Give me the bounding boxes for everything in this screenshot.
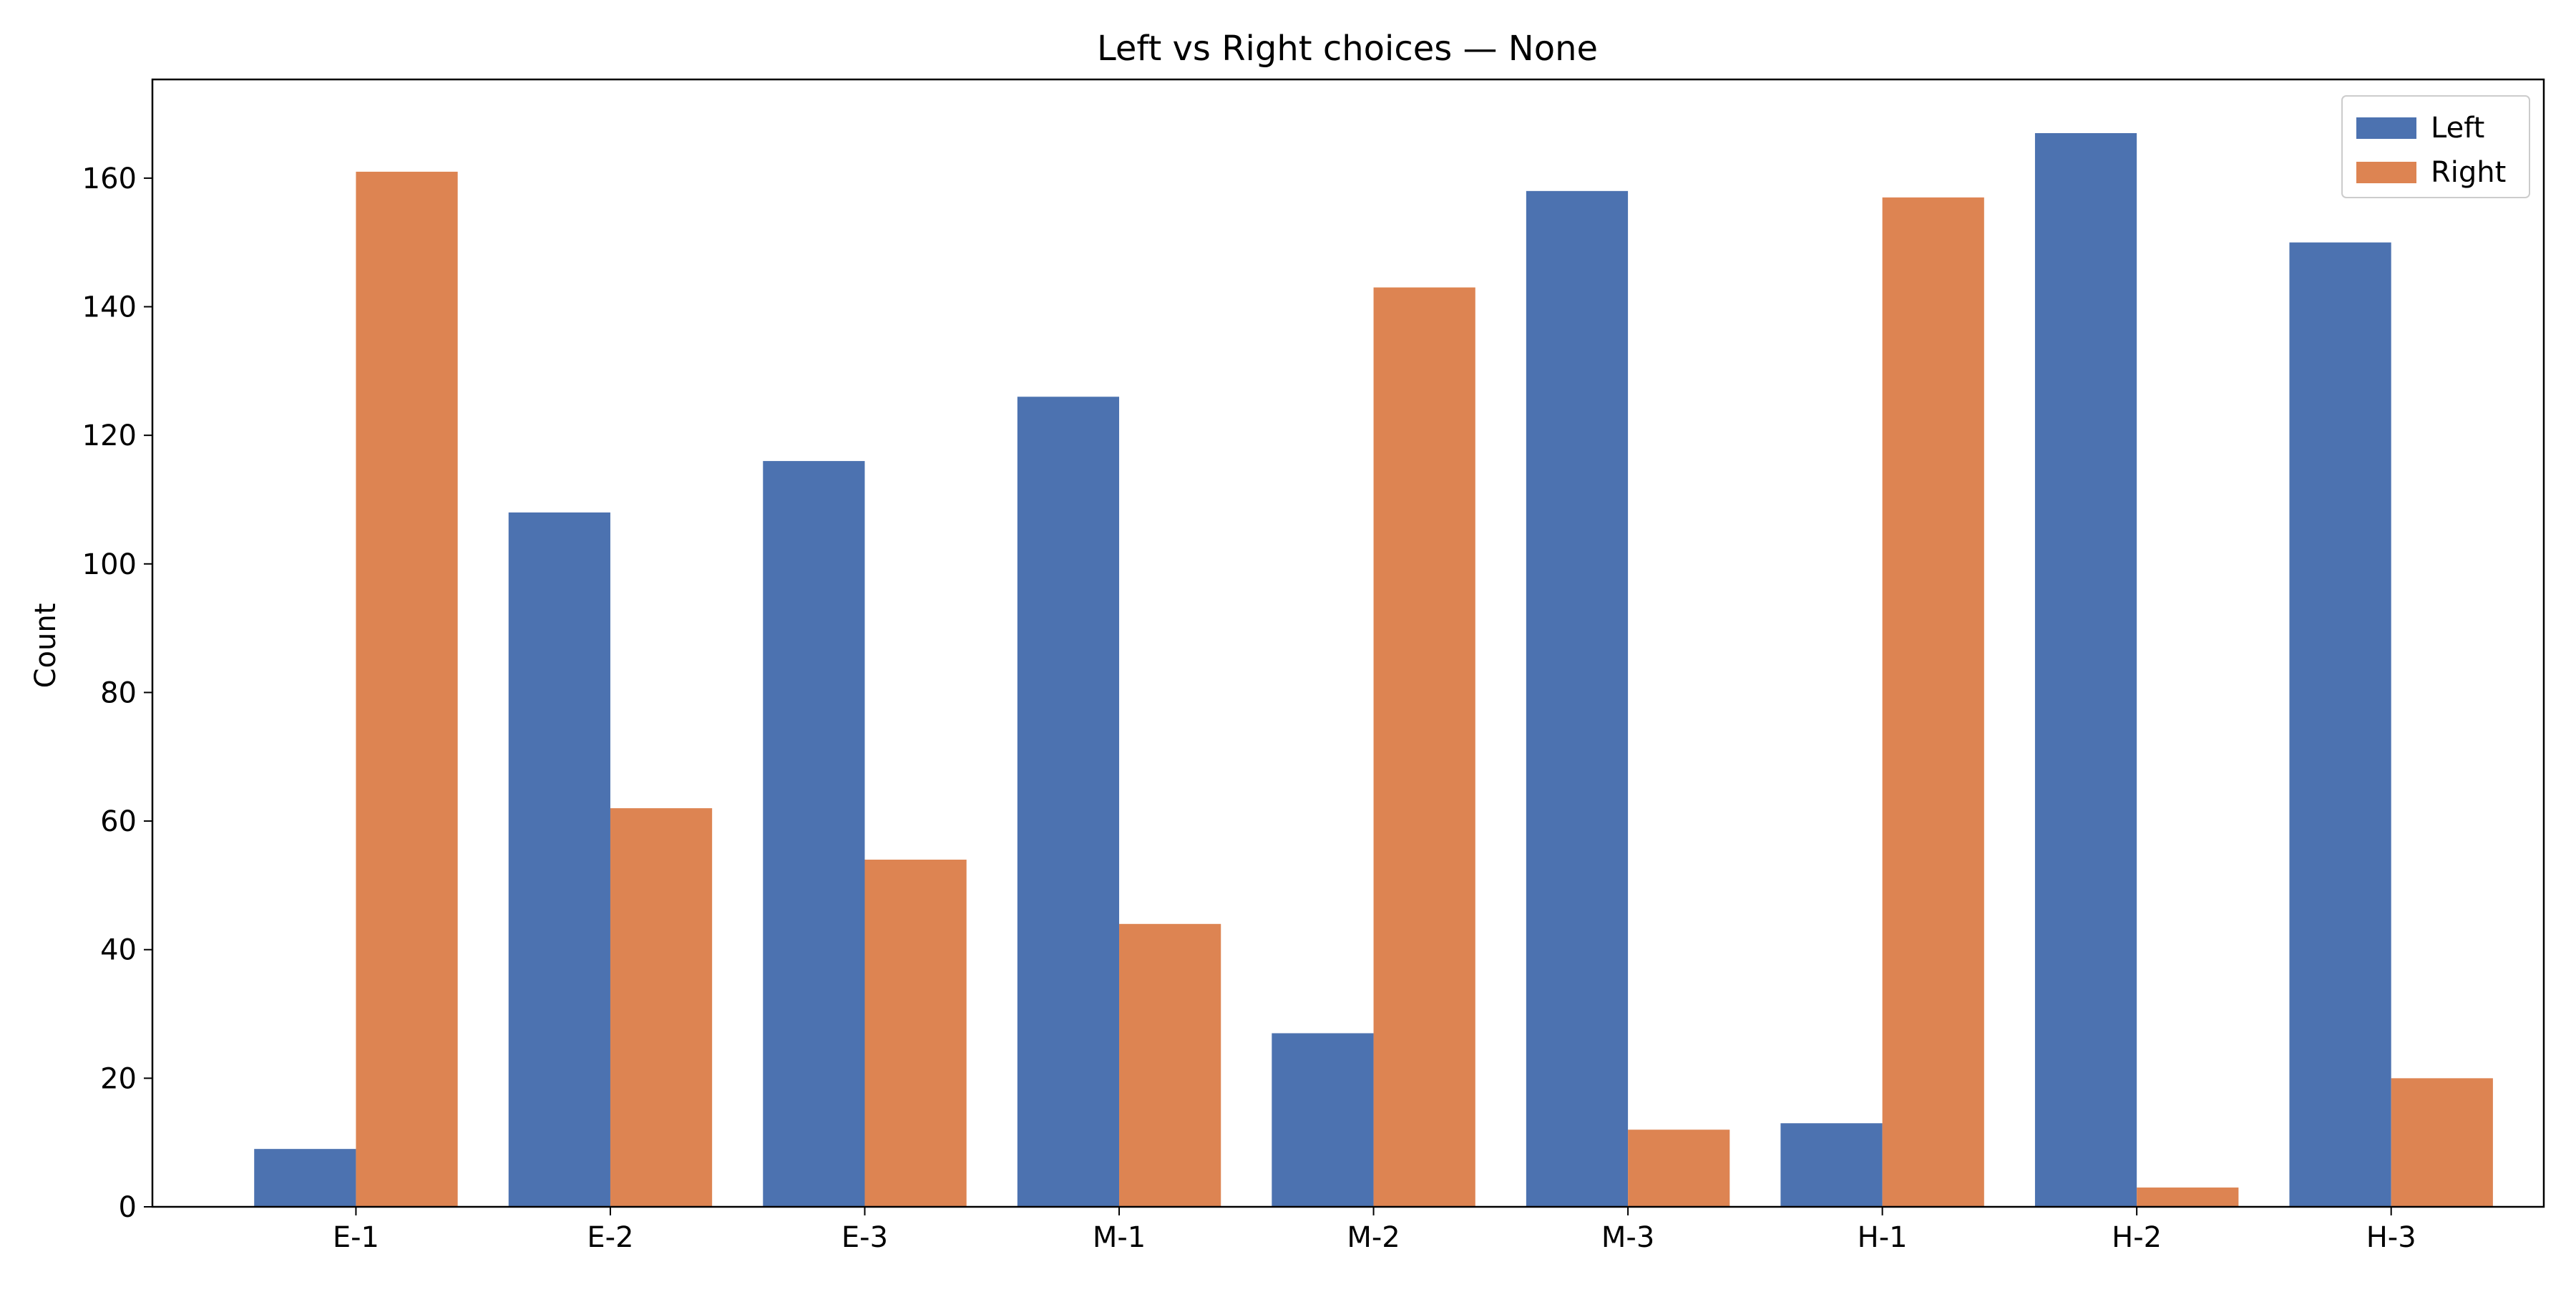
x-tick-label: E-2 <box>587 1221 633 1254</box>
y-tick-label: 20 <box>100 1062 137 1095</box>
bar-right-h-1 <box>1882 197 1984 1208</box>
bar-left-m-2 <box>1272 1033 1374 1207</box>
y-tick-label: 120 <box>82 419 137 452</box>
x-tick-label: E-3 <box>841 1221 888 1254</box>
legend-swatch-left <box>2356 117 2416 139</box>
x-tick-label: M-1 <box>1093 1221 1146 1254</box>
bar-left-h-1 <box>1780 1123 1883 1207</box>
plot-area: 0 20 40 60 80 100 120 140 160 E-1 E-2 E-3 M-1 M-2 M-3 H… <box>82 78 2545 1254</box>
y-tick-label: 60 <box>100 805 137 838</box>
y-tick-label: 100 <box>82 548 137 581</box>
bar-right-e-3 <box>864 859 967 1207</box>
plot-frame <box>151 78 2545 1208</box>
bar-left-m-3 <box>1526 190 1629 1207</box>
bar-left-e-3 <box>763 461 865 1207</box>
bar-right-e-1 <box>356 171 458 1207</box>
legend-label-right: Right <box>2431 156 2506 189</box>
legend: Left Right <box>2341 95 2530 198</box>
y-tick-label: 140 <box>82 291 137 324</box>
bar-right-h-2 <box>2137 1187 2239 1207</box>
y-tick-label: 40 <box>100 934 137 967</box>
bar-right-m-3 <box>1628 1130 1730 1207</box>
legend-swatch-right <box>2356 162 2416 183</box>
x-tick-label: H-2 <box>2112 1221 2162 1254</box>
x-tick-label: M-2 <box>1347 1221 1400 1254</box>
y-tick-label: 80 <box>100 676 137 709</box>
bar-right-m-1 <box>1119 923 1221 1207</box>
y-tick-label: 0 <box>119 1191 137 1224</box>
bar-right-m-2 <box>1373 287 1475 1207</box>
bar-left-e-1 <box>254 1149 356 1207</box>
chart-title: Left vs Right choices — None <box>1097 29 1598 69</box>
x-tick-label: E-1 <box>333 1221 379 1254</box>
bar-left-h-3 <box>2289 242 2391 1208</box>
bar-left-h-2 <box>2034 133 2137 1207</box>
legend-label-left: Left <box>2431 112 2484 145</box>
y-axis-label: Count <box>29 603 62 689</box>
bar-right-e-2 <box>610 808 713 1207</box>
x-tick-label: M-3 <box>1601 1221 1654 1254</box>
x-tick-label: H-1 <box>1858 1221 1908 1254</box>
x-tick-label: H-3 <box>2366 1221 2416 1254</box>
bar-right-h-3 <box>2391 1078 2493 1207</box>
bar-left-e-2 <box>508 512 610 1207</box>
y-tick-label: 160 <box>82 162 137 195</box>
bar-left-m-1 <box>1017 397 1120 1208</box>
